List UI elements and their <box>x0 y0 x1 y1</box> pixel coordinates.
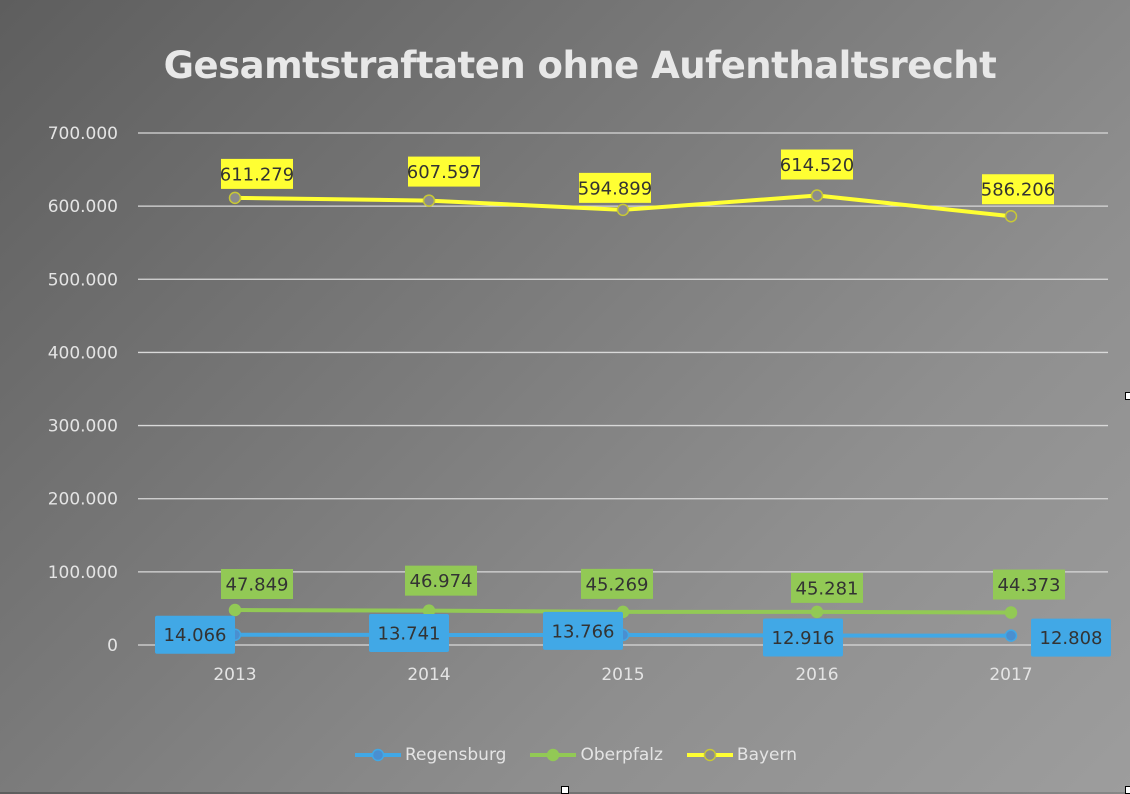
data-label-oberpfalz: 45.281 <box>796 578 859 599</box>
data-point-bayern <box>810 189 824 202</box>
data-label-box <box>405 565 477 596</box>
y-tick-label: 300.000 <box>48 417 118 437</box>
data-point-oberpfalz <box>228 603 242 617</box>
y-tick-label: 0 <box>107 636 118 656</box>
data-label-box <box>581 568 653 599</box>
data-label-box <box>369 613 449 652</box>
data-label-regensburg: 12.808 <box>1040 628 1103 649</box>
data-label-regensburg: 14.066 <box>164 625 227 646</box>
chart-title: Gesamtstraftaten ohne Aufenthaltsrecht <box>163 44 997 87</box>
resize-handle-corner[interactable] <box>1125 786 1130 794</box>
x-tick-label: 2015 <box>601 665 644 685</box>
data-label-box <box>221 158 293 189</box>
resize-handle-right[interactable] <box>1125 392 1130 400</box>
data-label-bayern: 594.899 <box>578 178 652 199</box>
data-point-bayern <box>422 194 436 207</box>
data-label-box <box>982 174 1054 205</box>
data-label-box <box>543 611 623 650</box>
legend-marker-icon <box>686 748 733 762</box>
x-tick-label: 2017 <box>989 665 1032 685</box>
resize-handle-bottom[interactable] <box>561 786 569 794</box>
y-tick-label: 100.000 <box>48 563 118 583</box>
y-tick-label: 500.000 <box>48 270 118 290</box>
x-tick-label: 2016 <box>795 665 838 685</box>
data-point-bayern <box>228 191 242 205</box>
data-label-oberpfalz: 46.974 <box>410 571 473 592</box>
data-label-box <box>408 156 480 187</box>
data-point-oberpfalz <box>1004 606 1018 619</box>
data-label-box <box>579 172 651 203</box>
data-point-bayern <box>1004 209 1018 223</box>
legend-label: Oberpfalz <box>580 745 663 765</box>
legend-item-regensburg: Regensburg <box>353 745 506 765</box>
x-tick-label: 2013 <box>213 665 256 685</box>
data-label-box <box>1031 618 1111 657</box>
legend-item-oberpfalz: Oberpfalz <box>528 745 663 765</box>
data-label-bayern: 586.206 <box>981 180 1055 201</box>
data-label-box <box>993 569 1065 600</box>
legend: Regensburg Oberpfalz Bayern <box>0 745 1130 765</box>
data-label-regensburg: 13.741 <box>378 623 441 644</box>
y-tick-label: 700.000 <box>48 124 118 144</box>
data-label-regensburg: 13.766 <box>552 621 615 642</box>
legend-marker-icon <box>530 748 577 762</box>
data-label-box <box>155 615 235 654</box>
legend-item-bayern: Bayern <box>685 745 797 765</box>
data-label-oberpfalz: 45.269 <box>586 574 649 595</box>
data-label-box <box>221 569 293 600</box>
data-label-box <box>791 572 863 603</box>
data-label-oberpfalz: 44.373 <box>998 575 1061 596</box>
x-tick-label: 2014 <box>407 665 450 685</box>
y-tick-label: 600.000 <box>48 197 118 217</box>
y-tick-label: 200.000 <box>48 490 118 510</box>
legend-marker-icon <box>355 748 401 762</box>
data-point-regensburg <box>1004 629 1018 642</box>
y-axis-ticks: 0 100.000 200.000 300.000 400.000 500.000 600.… <box>48 124 118 656</box>
data-labels: 14.066 13.741 13.766 12.916 12.808 47.849 46.9… <box>155 149 1111 657</box>
data-label-box <box>781 149 853 180</box>
data-label-bayern: 611.279 <box>220 164 294 185</box>
data-label-box <box>763 618 843 657</box>
y-tick-label: 400.000 <box>48 343 118 363</box>
legend-label: Regensburg <box>405 745 507 765</box>
data-point-bayern <box>616 203 630 217</box>
data-label-bayern: 607.597 <box>407 162 481 183</box>
data-label-bayern: 614.520 <box>780 155 854 176</box>
data-label-oberpfalz: 47.849 <box>226 575 289 596</box>
legend-label: Bayern <box>736 745 797 765</box>
data-point-oberpfalz <box>810 605 824 619</box>
data-label-regensburg: 12.916 <box>772 628 835 649</box>
x-axis-ticks: 2013 2014 2015 2016 2017 <box>213 665 1032 685</box>
